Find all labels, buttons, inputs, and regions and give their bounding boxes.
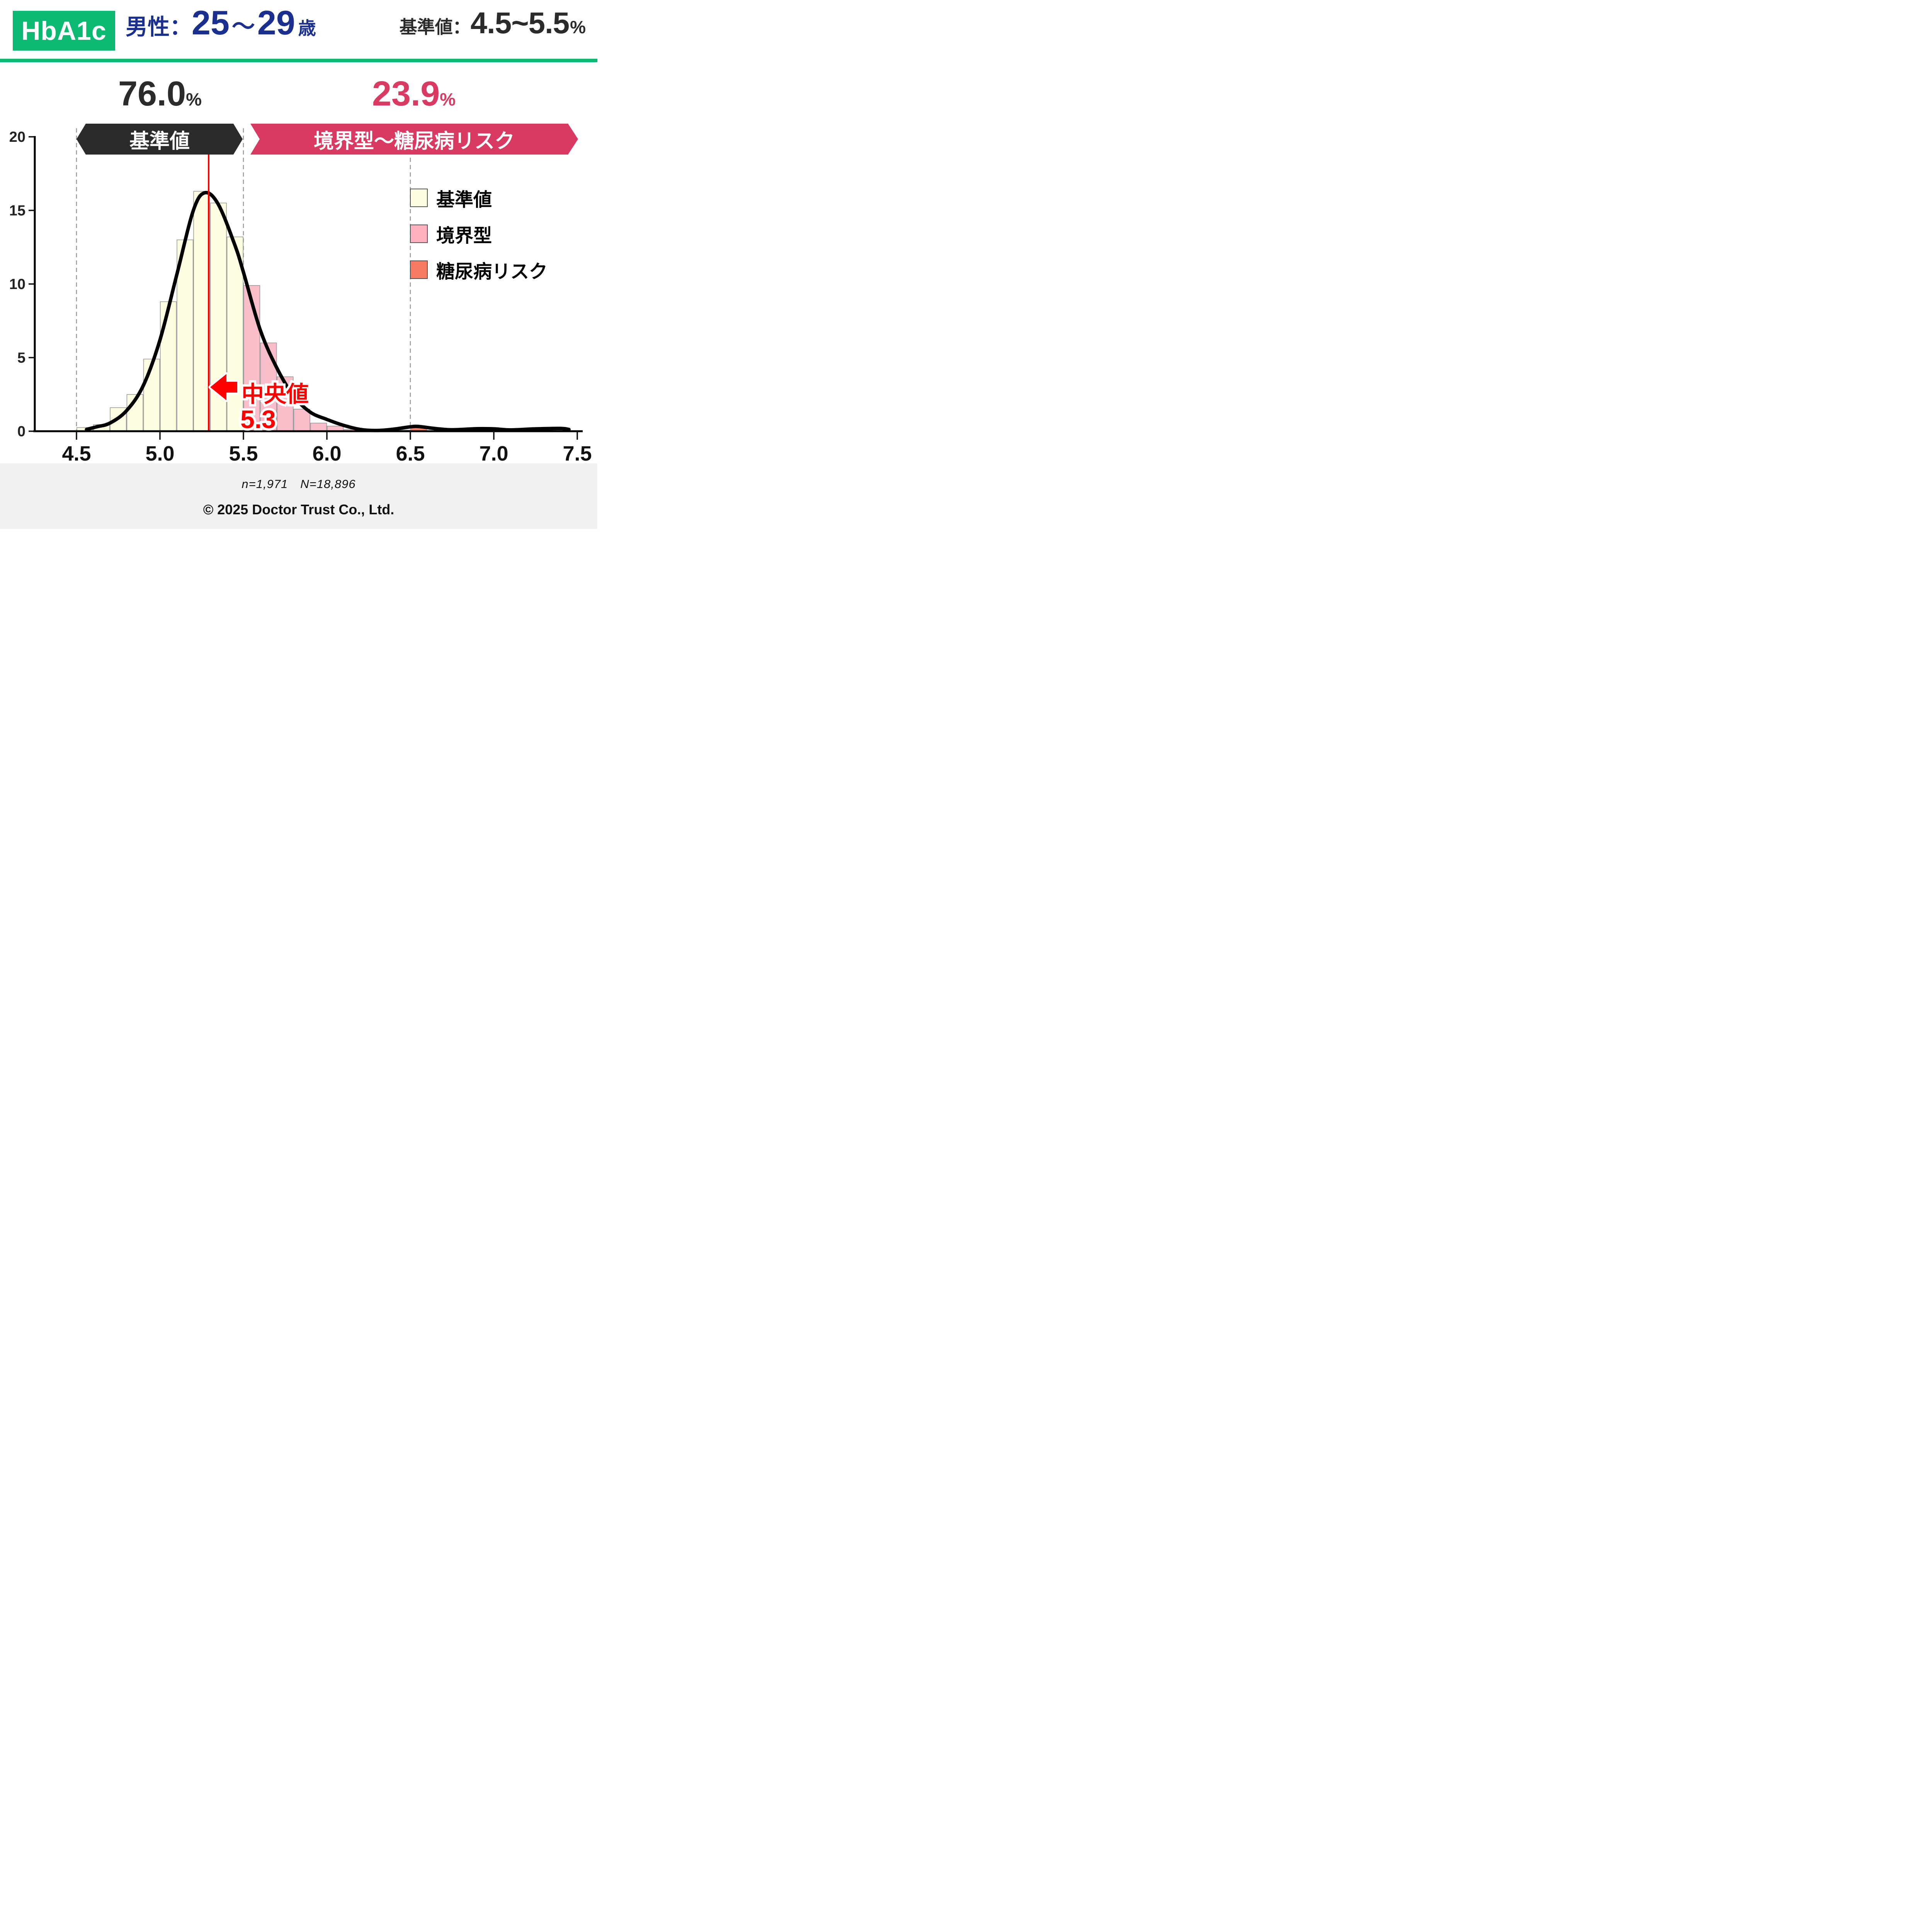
legend: 基準値 境界型 糖尿病リスク (410, 189, 548, 296)
x-tick-label: 6.5 (396, 442, 425, 465)
range-unit: % (570, 17, 586, 37)
legend-item-normal: 基準値 (410, 189, 548, 210)
legend-label-borderline: 境界型 (436, 226, 492, 246)
x-tick-label: 7.5 (563, 442, 592, 465)
age-from: 25 (192, 3, 230, 42)
hba1c-badge: HbA1c (13, 11, 115, 51)
sample-size: n=1,971 N=18,896 (242, 477, 356, 491)
banner-normal-label: 基準値 (129, 130, 190, 153)
bar-5.9 (310, 423, 327, 432)
age-tilde: ～ (231, 14, 255, 39)
histogram-chart: 0 5 10 15 20 4.5 5.0 5.5 6.0 6.5 7.0 7.5 中央値 5.3 (9, 128, 592, 465)
risk-percentage-value: 23.9 (372, 75, 440, 113)
page: HbA1c 男性： 25 ～ 29 歳 基準値： 4.5~5.5 % 76.0%… (0, 0, 597, 529)
reference-range: 基準値： 4.5~5.5 % (400, 0, 586, 54)
bar-5 (160, 301, 177, 432)
legend-label-risk: 糖尿病リスク (436, 262, 548, 282)
median-arrow-icon (208, 372, 239, 402)
bar-5.8 (293, 409, 310, 432)
y-tick-label: 20 (9, 129, 26, 145)
legend-item-borderline: 境界型 (410, 224, 548, 246)
hba1c-badge-label: HbA1c (21, 16, 107, 46)
normal-percentage: 76.0% (77, 74, 243, 114)
median-value: 5.3 (240, 405, 276, 434)
legend-swatch-borderline (410, 224, 428, 243)
normal-percentage-unit: % (186, 89, 202, 109)
banner-risk-label: 境界型～糖尿病リスク (313, 130, 515, 153)
header-divider (0, 59, 597, 62)
x-tick-label: 4.5 (62, 442, 91, 465)
banner-normal-range: 基準値 (77, 124, 243, 155)
y-tick-label: 0 (17, 423, 26, 440)
legend-swatch-normal (410, 189, 428, 207)
legend-item-risk: 糖尿病リスク (410, 260, 548, 282)
legend-swatch-risk (410, 260, 428, 279)
risk-percentage-unit: % (440, 89, 456, 109)
y-tick-label: 15 (9, 203, 26, 219)
x-tick-label: 5.5 (229, 442, 258, 465)
banner-risk-range: 境界型～糖尿病リスク (250, 124, 578, 155)
normal-percentage-value: 76.0 (118, 75, 186, 113)
age-suffix: 歳 (298, 18, 316, 38)
subject-label: 男性： (126, 15, 192, 39)
x-tick-label: 5.0 (145, 442, 174, 465)
axes: 0 5 10 15 20 4.5 5.0 5.5 6.0 6.5 7.0 7.5 (9, 129, 592, 465)
median-annotation: 中央値 5.3 (208, 372, 311, 436)
x-tick-label: 6.0 (312, 442, 341, 465)
median-label: 中央値 (242, 382, 309, 407)
page-title: 男性： 25 ～ 29 歳 (126, 0, 316, 54)
bar-5.5 (243, 285, 260, 432)
range-label: 基準値： (399, 17, 471, 37)
bar-4.9 (143, 359, 160, 432)
range-value: 4.5~5.5 (470, 6, 570, 40)
bar-5.6 (260, 342, 277, 432)
footer: n=1,971 N=18,896 © 2025 Doctor Trust Co.… (0, 463, 597, 529)
copyright: © 2025 Doctor Trust Co., Ltd. (203, 502, 395, 517)
y-tick-label: 5 (17, 350, 26, 366)
bar-5.2 (193, 191, 210, 432)
legend-label-normal: 基準値 (436, 190, 492, 210)
density-curve (85, 190, 571, 432)
y-tick-label: 10 (9, 276, 26, 293)
risk-percentage: 23.9% (250, 74, 577, 114)
age-to: 29 (257, 3, 295, 42)
x-tick-label: 7.0 (479, 442, 508, 465)
